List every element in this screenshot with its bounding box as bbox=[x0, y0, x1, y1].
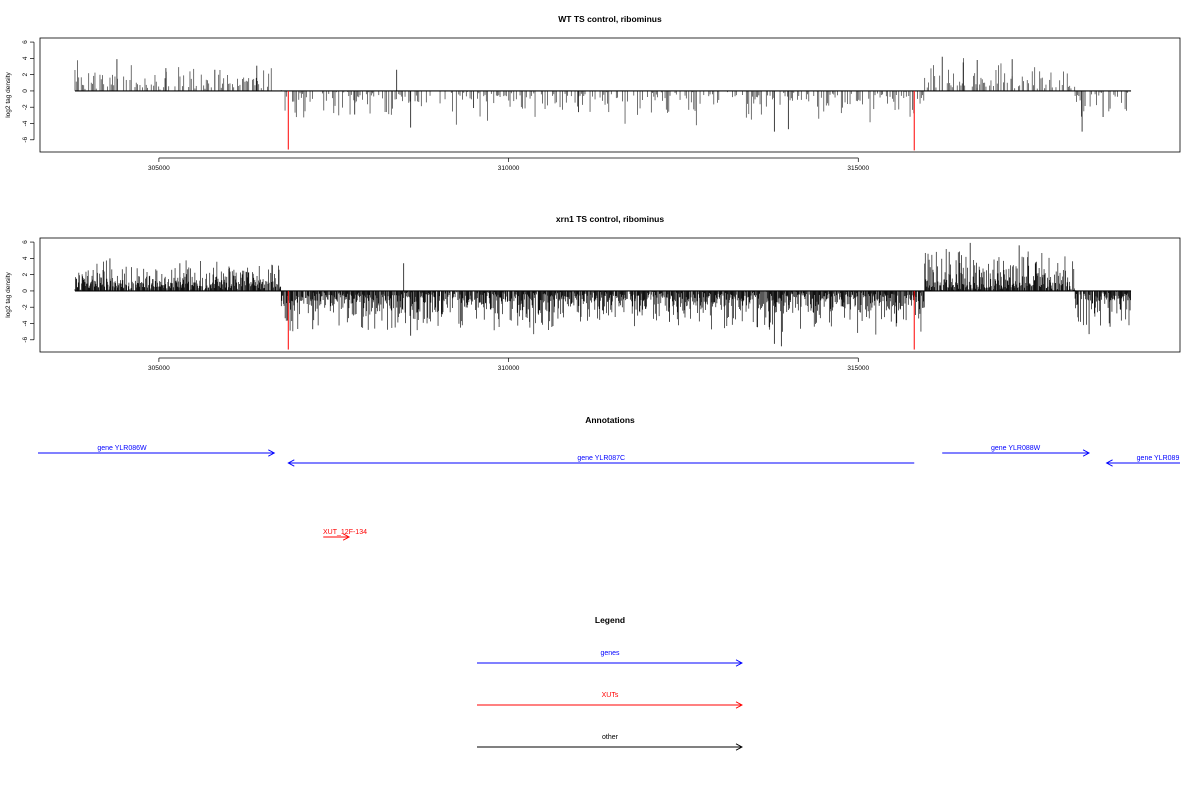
feature-label: gene YLR089 bbox=[1137, 455, 1180, 462]
x-axis: 305000 310000 315000 bbox=[148, 157, 870, 172]
annotation-gene: gene YLR089 bbox=[1105, 455, 1180, 467]
annotations-track: Annotations gene YLR086W gene YLR087C gene… bbox=[38, 415, 1180, 541]
feature-arrowhead bbox=[1082, 449, 1091, 457]
y-axis: -6 -4 -2 0 2 4 6 bbox=[22, 240, 35, 343]
legend-item: genes bbox=[477, 650, 743, 667]
legend-arrowhead bbox=[735, 701, 743, 709]
annotations-title: Annotations bbox=[585, 415, 635, 425]
y-tick-label: 6 bbox=[22, 240, 29, 244]
legend: Legend genes XUTs other bbox=[477, 615, 743, 751]
feature-label: gene YLR088W bbox=[991, 445, 1041, 452]
feature-arrowhead bbox=[1105, 459, 1113, 467]
annotation-xut: XUT_12F-134 bbox=[323, 529, 367, 541]
y-tick-label: 2 bbox=[22, 272, 29, 276]
x-tick-label: 305000 bbox=[148, 365, 170, 372]
y-tick-label: -2 bbox=[22, 104, 29, 110]
legend-item: other bbox=[477, 734, 743, 751]
y-tick-label: 0 bbox=[22, 89, 29, 93]
y-tick-label: 6 bbox=[22, 40, 29, 44]
y-tick-label: 0 bbox=[22, 289, 29, 293]
panel-title: WT TS control, ribominus bbox=[558, 14, 662, 24]
feature-arrowhead bbox=[342, 533, 351, 541]
x-tick-label: 315000 bbox=[847, 165, 869, 172]
feature-label: gene YLR087C bbox=[577, 455, 625, 462]
y-tick-label: -4 bbox=[22, 120, 29, 126]
legend-label: other bbox=[602, 734, 619, 741]
y-tick-label: 4 bbox=[22, 56, 29, 60]
feature-arrowhead bbox=[268, 449, 276, 457]
signal-bars bbox=[74, 242, 1132, 350]
panel-title: xrn1 TS control, ribominus bbox=[556, 214, 664, 224]
y-tick-label: 2 bbox=[22, 72, 29, 76]
annotation-gene: gene YLR087C bbox=[287, 455, 915, 467]
x-tick-label: 310000 bbox=[498, 165, 520, 172]
y-axis-label: log2 tag density bbox=[5, 271, 12, 317]
x-tick-label: 305000 bbox=[148, 165, 170, 172]
y-tick-label: -2 bbox=[22, 304, 29, 310]
signal-bars bbox=[74, 56, 1132, 151]
annotation-gene: gene YLR086W bbox=[38, 445, 276, 457]
legend-item: XUTs bbox=[477, 692, 743, 709]
plot-frame bbox=[39, 37, 1181, 153]
x-tick-label: 310000 bbox=[498, 365, 520, 372]
y-tick-label: -6 bbox=[22, 337, 29, 343]
y-axis-label: log2 tag density bbox=[5, 71, 12, 117]
legend-arrowhead bbox=[735, 743, 743, 751]
panel-wt: WT TS control, ribominus log2 tag densit… bbox=[5, 14, 1181, 172]
panel-xrn1: xrn1 TS control, ribominus log2 tag dens… bbox=[5, 214, 1181, 372]
legend-label: XUTs bbox=[602, 692, 619, 699]
plot-frame bbox=[39, 237, 1181, 353]
legend-arrowhead bbox=[735, 659, 743, 667]
legend-label: genes bbox=[600, 650, 620, 657]
y-axis: -6 -4 -2 0 2 4 6 bbox=[22, 40, 35, 143]
y-tick-label: -4 bbox=[22, 320, 29, 326]
x-axis: 305000 310000 315000 bbox=[148, 357, 870, 372]
feature-label: XUT_12F-134 bbox=[323, 529, 367, 536]
feature-label: gene YLR086W bbox=[97, 445, 147, 452]
y-tick-label: 4 bbox=[22, 256, 29, 260]
legend-title: Legend bbox=[595, 615, 625, 625]
annotation-gene: gene YLR088W bbox=[942, 445, 1091, 457]
y-tick-label: -6 bbox=[22, 137, 29, 143]
feature-arrowhead bbox=[287, 459, 295, 467]
x-tick-label: 315000 bbox=[847, 365, 869, 372]
